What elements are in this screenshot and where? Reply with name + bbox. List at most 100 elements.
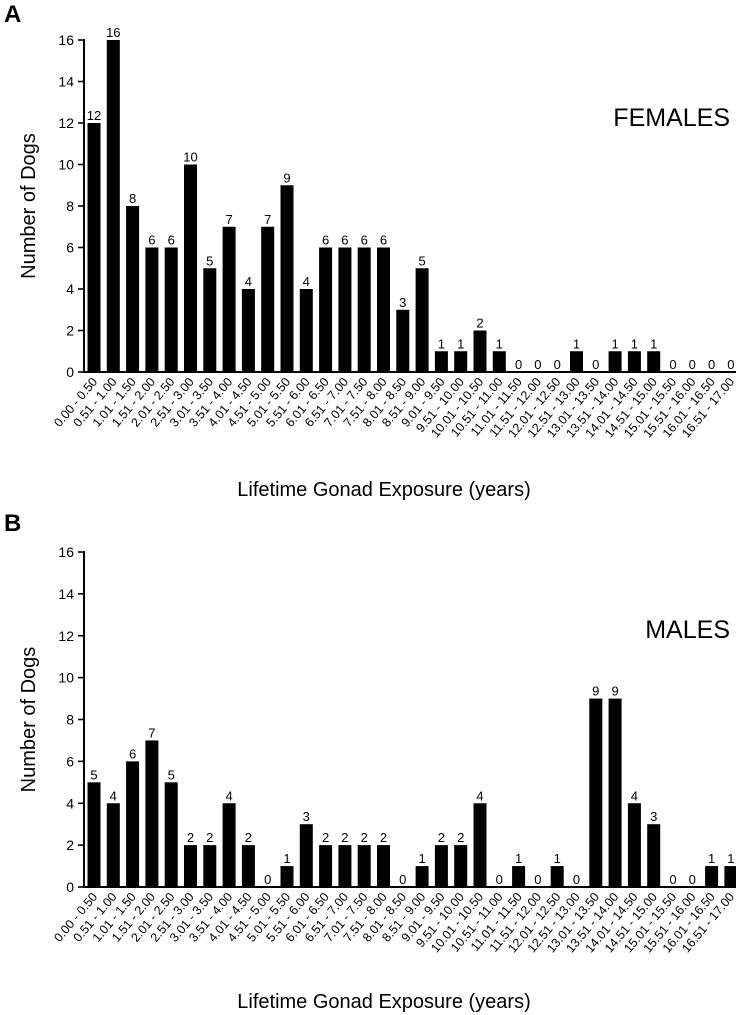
bar [454,845,468,887]
bar-value-label: 0 [669,357,676,372]
bar-value-label: 0 [669,872,676,887]
bar [164,782,178,887]
bar-value-label: 0 [399,872,406,887]
y-tick-label: 0 [66,364,74,380]
bar [647,824,661,887]
bar [87,123,101,372]
bar-value-label: 1 [650,336,657,351]
bar [203,845,217,887]
bar-value-label: 2 [438,830,445,845]
bar [434,845,448,887]
bar-value-label: 2 [457,830,464,845]
bar-value-label: 7 [264,212,271,227]
bar [377,247,390,372]
y-tick-label: 10 [58,157,74,173]
bar [126,206,140,372]
bar-value-label: 6 [168,233,175,248]
bar [261,226,275,372]
bar-value-label: 6 [380,233,387,248]
bar-value-label: 5 [206,253,213,268]
bar [415,268,429,372]
y-tick-label: 4 [66,281,74,297]
bar-value-label: 0 [689,357,696,372]
group-label: FEMALES [613,104,730,132]
bar-value-label: 9 [611,684,618,699]
bar-value-label: 3 [399,295,406,310]
y-tick-label: 14 [58,74,74,90]
y-tick-label: 8 [66,712,74,728]
bar-value-label: 0 [534,357,541,372]
bar-value-label: 0 [727,357,734,372]
bar-value-label: 1 [438,336,445,351]
bar [724,866,736,887]
bar [164,247,178,372]
bar [203,268,217,372]
bar-value-label: 2 [245,830,252,845]
bar-value-label: 8 [129,191,136,206]
x-axis-title: Lifetime Gonad Exposure (years) [237,479,530,501]
bar-value-label: 1 [631,336,638,351]
y-tick-label: 6 [66,753,74,769]
bar [319,247,333,372]
bar [550,866,564,887]
bar-value-label: 2 [341,830,348,845]
bar-value-label: 4 [225,788,232,803]
bar [377,845,390,887]
bar-value-label: 2 [476,316,483,331]
y-tick-label: 10 [58,670,74,686]
bar-value-label: 0 [689,872,696,887]
bar [357,845,371,887]
bar [280,866,294,887]
bar-value-label: 0 [496,872,503,887]
bar-value-label: 2 [322,830,329,845]
bar [415,866,429,887]
bar [319,845,333,887]
bar-value-label: 1 [283,851,290,866]
bar [145,740,159,887]
bar-value-label: 1 [457,336,464,351]
bar [184,164,197,372]
bar-value-label: 4 [631,788,638,803]
bar-value-label: 10 [183,150,197,165]
bar [299,824,313,887]
bar-value-label: 0 [534,872,541,887]
bar [570,351,583,372]
bar [647,351,661,372]
y-tick-label: 2 [66,323,74,339]
bar [184,845,197,887]
bar-value-label: 0 [554,357,561,372]
bar-value-label: 1 [611,336,618,351]
bar-value-label: 1 [515,851,522,866]
bar-value-label: 1 [554,851,561,866]
bar-value-label: 9 [283,170,290,185]
bar-value-label: 12 [87,108,101,123]
bar [608,351,622,372]
bar [222,803,236,887]
bar [589,698,603,887]
y-axis-title: Number of Dogs [18,133,40,279]
bar [280,185,294,372]
panel-letter: B [4,510,21,537]
y-tick-label: 16 [58,32,74,48]
x-axis-title: Lifetime Gonad Exposure (years) [237,991,530,1013]
bar-value-label: 1 [708,851,715,866]
bar-value-label: 5 [90,767,97,782]
bar [434,351,448,372]
bar [473,803,487,887]
bar-value-label: 1 [418,851,425,866]
bar [627,351,641,372]
bar-value-label: 6 [341,233,348,248]
bar-value-label: 0 [573,872,580,887]
bar [512,866,526,887]
bar [396,309,410,372]
bar-value-label: 3 [650,809,657,824]
bar [241,289,255,372]
bar [299,289,313,372]
bar [338,247,352,372]
bar-value-label: 6 [129,746,136,761]
bar [241,845,255,887]
bar-value-label: 2 [187,830,194,845]
